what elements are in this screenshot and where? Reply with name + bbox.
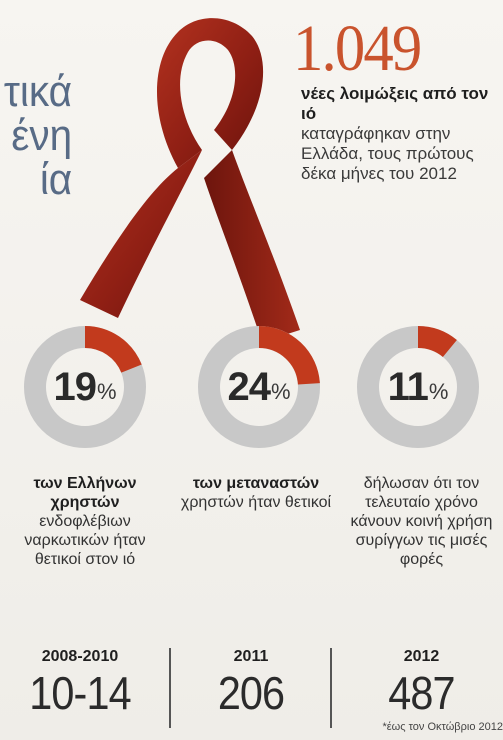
year-value: 206: [217, 667, 285, 719]
awareness-ribbon-icon: [80, 18, 300, 342]
donut-label: 19%: [22, 324, 148, 450]
headline-line: ία: [39, 155, 72, 204]
donut-slice: [258, 326, 320, 386]
caption-text: ενδοφλέβιων ναρκωτικών ήταν θετικοί στον…: [24, 513, 146, 568]
headline-line: ένη: [11, 111, 72, 160]
donut-chart: 24%: [196, 324, 322, 450]
percent-value: 24: [227, 364, 270, 409]
headline-line: τικά: [3, 70, 72, 116]
donut-slice: [417, 326, 457, 358]
donut-caption: δήλωσαν ότι τον τελευταίο χρόνο κάνουν κ…: [340, 474, 503, 569]
percent-sign: %: [428, 379, 449, 404]
donut-label: 24%: [196, 324, 322, 450]
year-value: 10-14: [29, 667, 131, 719]
percent-value: 19: [53, 364, 96, 409]
year-stat: 2008-2010 10-14: [0, 647, 160, 719]
donut-chart: 19%: [22, 324, 148, 450]
caption-text: καταγράφηκαν στην Ελλάδα, τους πρώτους δ…: [301, 124, 474, 183]
year-label: 2012: [403, 648, 440, 665]
donut-label: 11%: [355, 324, 481, 450]
year-label: 2008-2010: [41, 648, 119, 665]
footnote: *έως τον Οκτώβριο 2012: [382, 721, 503, 733]
percent-sign: %: [96, 379, 117, 404]
caption-bold: των Ελλήνων χρηστών: [33, 475, 137, 511]
donut-svg: [198, 326, 320, 448]
percent-sign: %: [270, 379, 291, 404]
caption-text: δήλωσαν ότι τον τελευταίο χρόνο κάνουν κ…: [350, 475, 493, 568]
column-divider: [330, 648, 332, 728]
caption-bold: των μεταναστών: [192, 475, 320, 492]
year-stat: 2011 206: [176, 647, 326, 719]
new-infections-caption: νέες λοιμώξεις από τον ιό καταγράφηκαν σ…: [301, 84, 501, 184]
year-label: 2011: [233, 648, 269, 665]
headline-fragment: τικά ένη ία: [0, 70, 110, 210]
donut-slice: [84, 326, 142, 374]
percent-value: 11: [387, 364, 429, 409]
year-value: 487: [388, 667, 455, 719]
new-infections-number: 1.049: [293, 12, 422, 85]
caption-bold: νέες λοιμώξεις από τον ιό: [301, 84, 489, 123]
donut-caption: των Ελλήνων χρηστών ενδοφλέβιων ναρκωτικ…: [0, 474, 170, 569]
column-divider: [169, 648, 171, 728]
caption-text: χρηστών ήταν θετικοί: [180, 494, 332, 511]
donut-svg: [24, 326, 146, 448]
donut-caption: των μεταναστών χρηστών ήταν θετικοί: [176, 474, 336, 512]
donut-svg: [357, 326, 479, 448]
year-stat: 2012 487: [340, 647, 503, 719]
donut-chart: 11%: [355, 324, 481, 450]
